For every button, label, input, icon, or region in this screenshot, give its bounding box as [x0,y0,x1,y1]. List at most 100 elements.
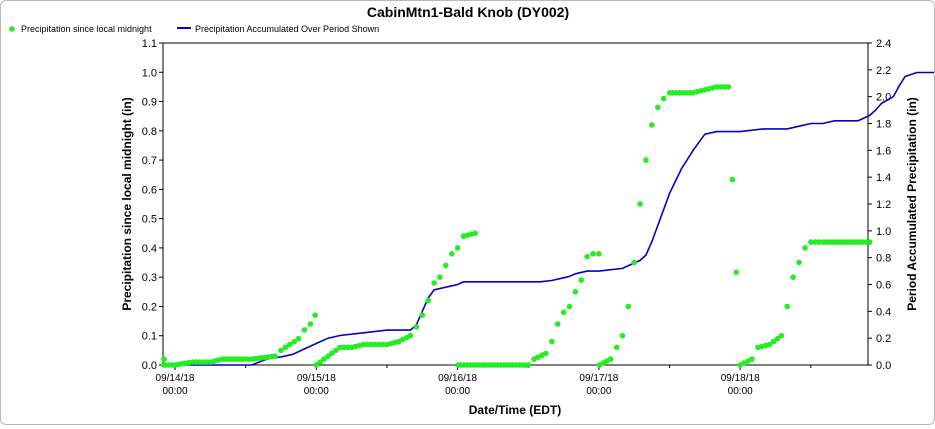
series-point-midnight [770,338,777,345]
series-point-midnight [613,344,620,351]
series-point-midnight [774,335,781,342]
left-tick-label: 0.5 [142,214,157,226]
x-tick-time: 00:00 [445,386,470,397]
series-point-midnight [437,274,443,281]
series-point-midnight [295,335,302,342]
right-tick-label: 0.8 [876,253,891,265]
series-point-midnight [376,341,382,348]
series-point-midnight [560,309,567,316]
series-point-midnight [425,297,432,304]
series-point-midnight [272,353,278,360]
right-tick-label: 1.2 [876,199,891,211]
series-point-midnight [325,353,331,360]
series-point-midnight [655,104,661,111]
right-tick-label: 1.8 [876,119,891,131]
series-point-midnight [796,259,802,266]
x-tick-time: 00:00 [586,386,611,397]
left-axis: 0.0 0.1 0.2 0.3 0.4 0.5 0.6 0.7 0.8 0.9 1.0 1.1 [142,38,163,372]
series-point-midnight [572,289,579,295]
x-tick-time: 00:00 [162,386,187,397]
series-point-midnight [766,341,773,348]
series-point-midnight [566,303,573,310]
series-point-midnight [643,157,649,163]
series-point-midnight [713,84,720,90]
left-tick-label: 0.0 [142,360,157,372]
legend: Precipitation since local midnight Preci… [9,24,379,34]
series-point-midnight [596,251,602,257]
plot-marks [161,71,935,368]
series-point-midnight [815,239,822,245]
series-point-midnight [808,239,814,245]
series-point-midnight [584,253,590,260]
series-point-midnight [307,321,314,327]
series-point-midnight [525,362,532,368]
series-point-midnight [733,269,740,276]
series-point-midnight [607,356,614,362]
series-point-midnight [784,303,791,310]
series-point-midnight [360,341,367,348]
left-tick-label: 0.4 [142,243,157,255]
x-tick-time: 00:00 [728,386,753,397]
series-point-midnight [554,321,561,327]
series-point-midnight [329,350,335,357]
left-tick-label: 0.6 [142,184,157,196]
series-point-midnight [380,341,386,348]
series-point-midnight [333,347,339,354]
series-point-midnight [625,303,632,310]
series-point-midnight [291,338,298,345]
left-tick-label: 1.1 [142,38,157,50]
series-point-midnight [717,84,724,90]
series-point-midnight [313,362,320,368]
series-point-midnight [729,176,736,183]
left-tick-label: 0.8 [142,126,157,138]
x-tick-date: 09/15/18 [297,373,336,384]
series-line-accumulated [163,71,935,366]
series-point-midnight [590,251,596,257]
series-point-midnight [637,201,643,207]
x-axis: 09/14/18 00:00 09/15/18 00:00 09/16/18 00:00 0… [156,365,812,397]
right-tick-label: 0.4 [876,306,891,318]
series-point-midnight [431,280,437,286]
right-tick-label: 1.6 [876,145,891,157]
series-point-midnight [407,332,414,339]
left-tick-label: 0.3 [142,272,157,284]
right-axis-title: Period Accumulated Precipitation (in) [905,97,919,311]
x-tick-date: 09/18/18 [721,373,760,384]
legend-marker-points [9,26,15,32]
series-point-midnight [278,347,284,354]
series-point-midnight [649,122,655,128]
right-tick-label: 0.0 [876,360,891,372]
series-point-midnight [725,84,732,90]
legend-label-points: Precipitation since local midnight [21,24,152,34]
right-axis: 0.00.20.40.60.81.01.21.41.61.82.02.22.4 [868,38,891,372]
right-tick-label: 1.4 [876,172,891,184]
series-point-midnight [301,327,308,333]
series-point-midnight [721,84,728,90]
series-point-midnight [317,359,324,365]
series-point-midnight [364,341,371,348]
left-tick-label: 0.9 [142,97,157,109]
series-point-midnight [341,344,347,351]
x-tick-date: 09/16/18 [438,373,477,384]
x-tick-time: 00:00 [304,386,329,397]
series-point-midnight [368,341,375,348]
right-tick-label: 0.6 [876,280,891,292]
series-point-midnight [631,259,637,266]
series-point-midnight [337,344,343,351]
right-tick-label: 2.4 [876,38,891,50]
series-point-midnight [419,312,426,319]
series-point-midnight [660,95,667,102]
left-tick-label: 0.1 [142,331,157,343]
series-point-midnight [472,230,479,237]
x-axis-title: Date/Time (EDT) [469,403,561,417]
series-point-midnight [443,262,449,269]
chart-title: CabinMtn1-Bald Knob (DY002) [367,4,569,20]
plot-area [162,42,869,366]
series-point-midnight [778,332,785,339]
series-point-midnight [619,332,626,339]
x-tick-date: 09/14/18 [156,373,195,384]
left-tick-label: 0.2 [142,301,157,313]
series-point-midnight [549,338,555,345]
